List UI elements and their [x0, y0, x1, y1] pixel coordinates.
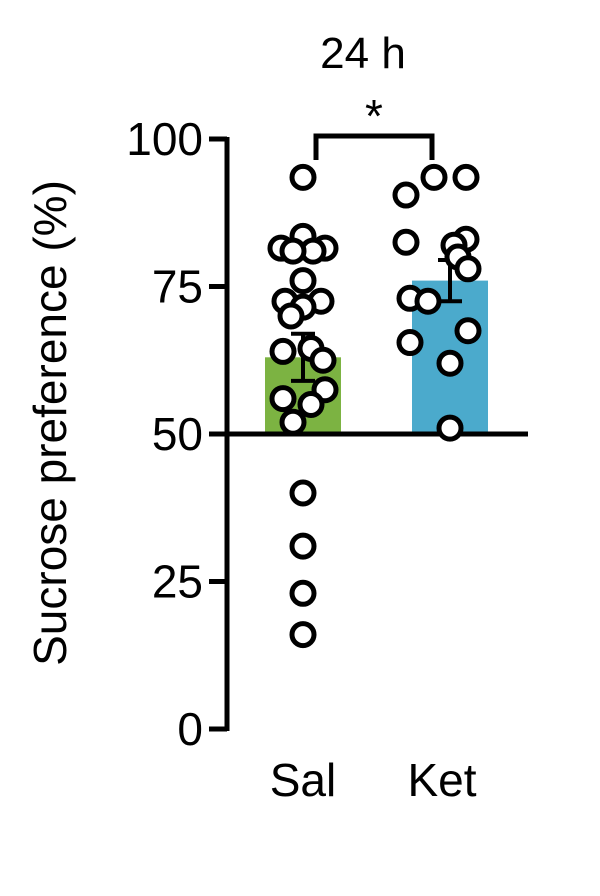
- data-point-ket: [392, 181, 420, 209]
- data-point-sal: [289, 621, 317, 649]
- data-point-ket: [454, 317, 482, 345]
- data-point-sal: [289, 479, 317, 507]
- data-point-sal: [289, 532, 317, 560]
- significance-layer: *: [313, 90, 435, 160]
- y-tick-label: 50: [152, 408, 203, 460]
- data-point-sal: [279, 408, 307, 436]
- data-point-ket: [436, 349, 464, 377]
- data-points-layer: [267, 163, 482, 649]
- x-tick-labels-layer: Sal Ket: [270, 754, 477, 806]
- data-point-ket: [414, 287, 442, 315]
- data-point-sal: [279, 237, 307, 265]
- data-point-sal: [289, 267, 317, 295]
- y-tick-label: 75: [152, 261, 203, 313]
- data-point-ket: [420, 163, 448, 191]
- chart-title: 24 h: [320, 29, 406, 78]
- data-point-ket: [436, 414, 464, 442]
- data-point-sal: [269, 337, 297, 365]
- data-point-ket: [392, 228, 420, 256]
- x-tick-label-sal: Sal: [270, 754, 336, 806]
- x-tick-label-ket: Ket: [407, 754, 476, 806]
- y-axis-label: Sucrose preference (%): [24, 180, 76, 666]
- y-tick-label: 0: [177, 703, 203, 755]
- data-point-ket: [452, 163, 480, 191]
- data-point-sal: [269, 385, 297, 413]
- data-point-sal: [289, 579, 317, 607]
- data-point-ket: [454, 255, 482, 283]
- data-point-sal: [277, 302, 305, 330]
- significance-asterisk: *: [365, 90, 383, 142]
- data-point-sal: [289, 163, 317, 191]
- significance-bracket: [313, 133, 435, 160]
- y-tick-label: 25: [152, 556, 203, 608]
- y-tick-label: 100: [126, 113, 203, 165]
- data-point-ket: [396, 329, 424, 357]
- data-point-sal: [309, 346, 337, 374]
- y-ticks-layer: 0 25 50 75 100: [126, 113, 227, 755]
- data-point-sal: [297, 391, 325, 418]
- axes-layer: [224, 137, 528, 731]
